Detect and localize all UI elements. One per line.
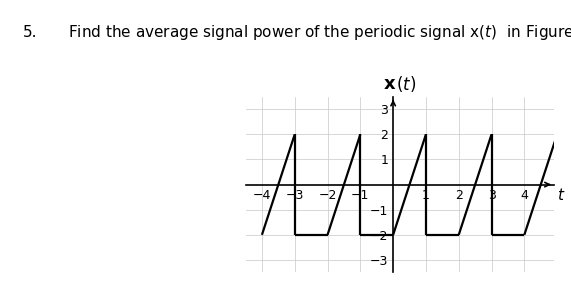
Text: $\mathbf{x}$: $\mathbf{x}$ xyxy=(383,75,397,93)
Text: 5.: 5. xyxy=(23,25,37,40)
Text: t: t xyxy=(557,188,563,203)
Text: Find the average signal power of the periodic signal $\mathregular{x}$$(t)$  in : Find the average signal power of the per… xyxy=(68,23,571,42)
Text: $(t)$: $(t)$ xyxy=(396,74,416,94)
